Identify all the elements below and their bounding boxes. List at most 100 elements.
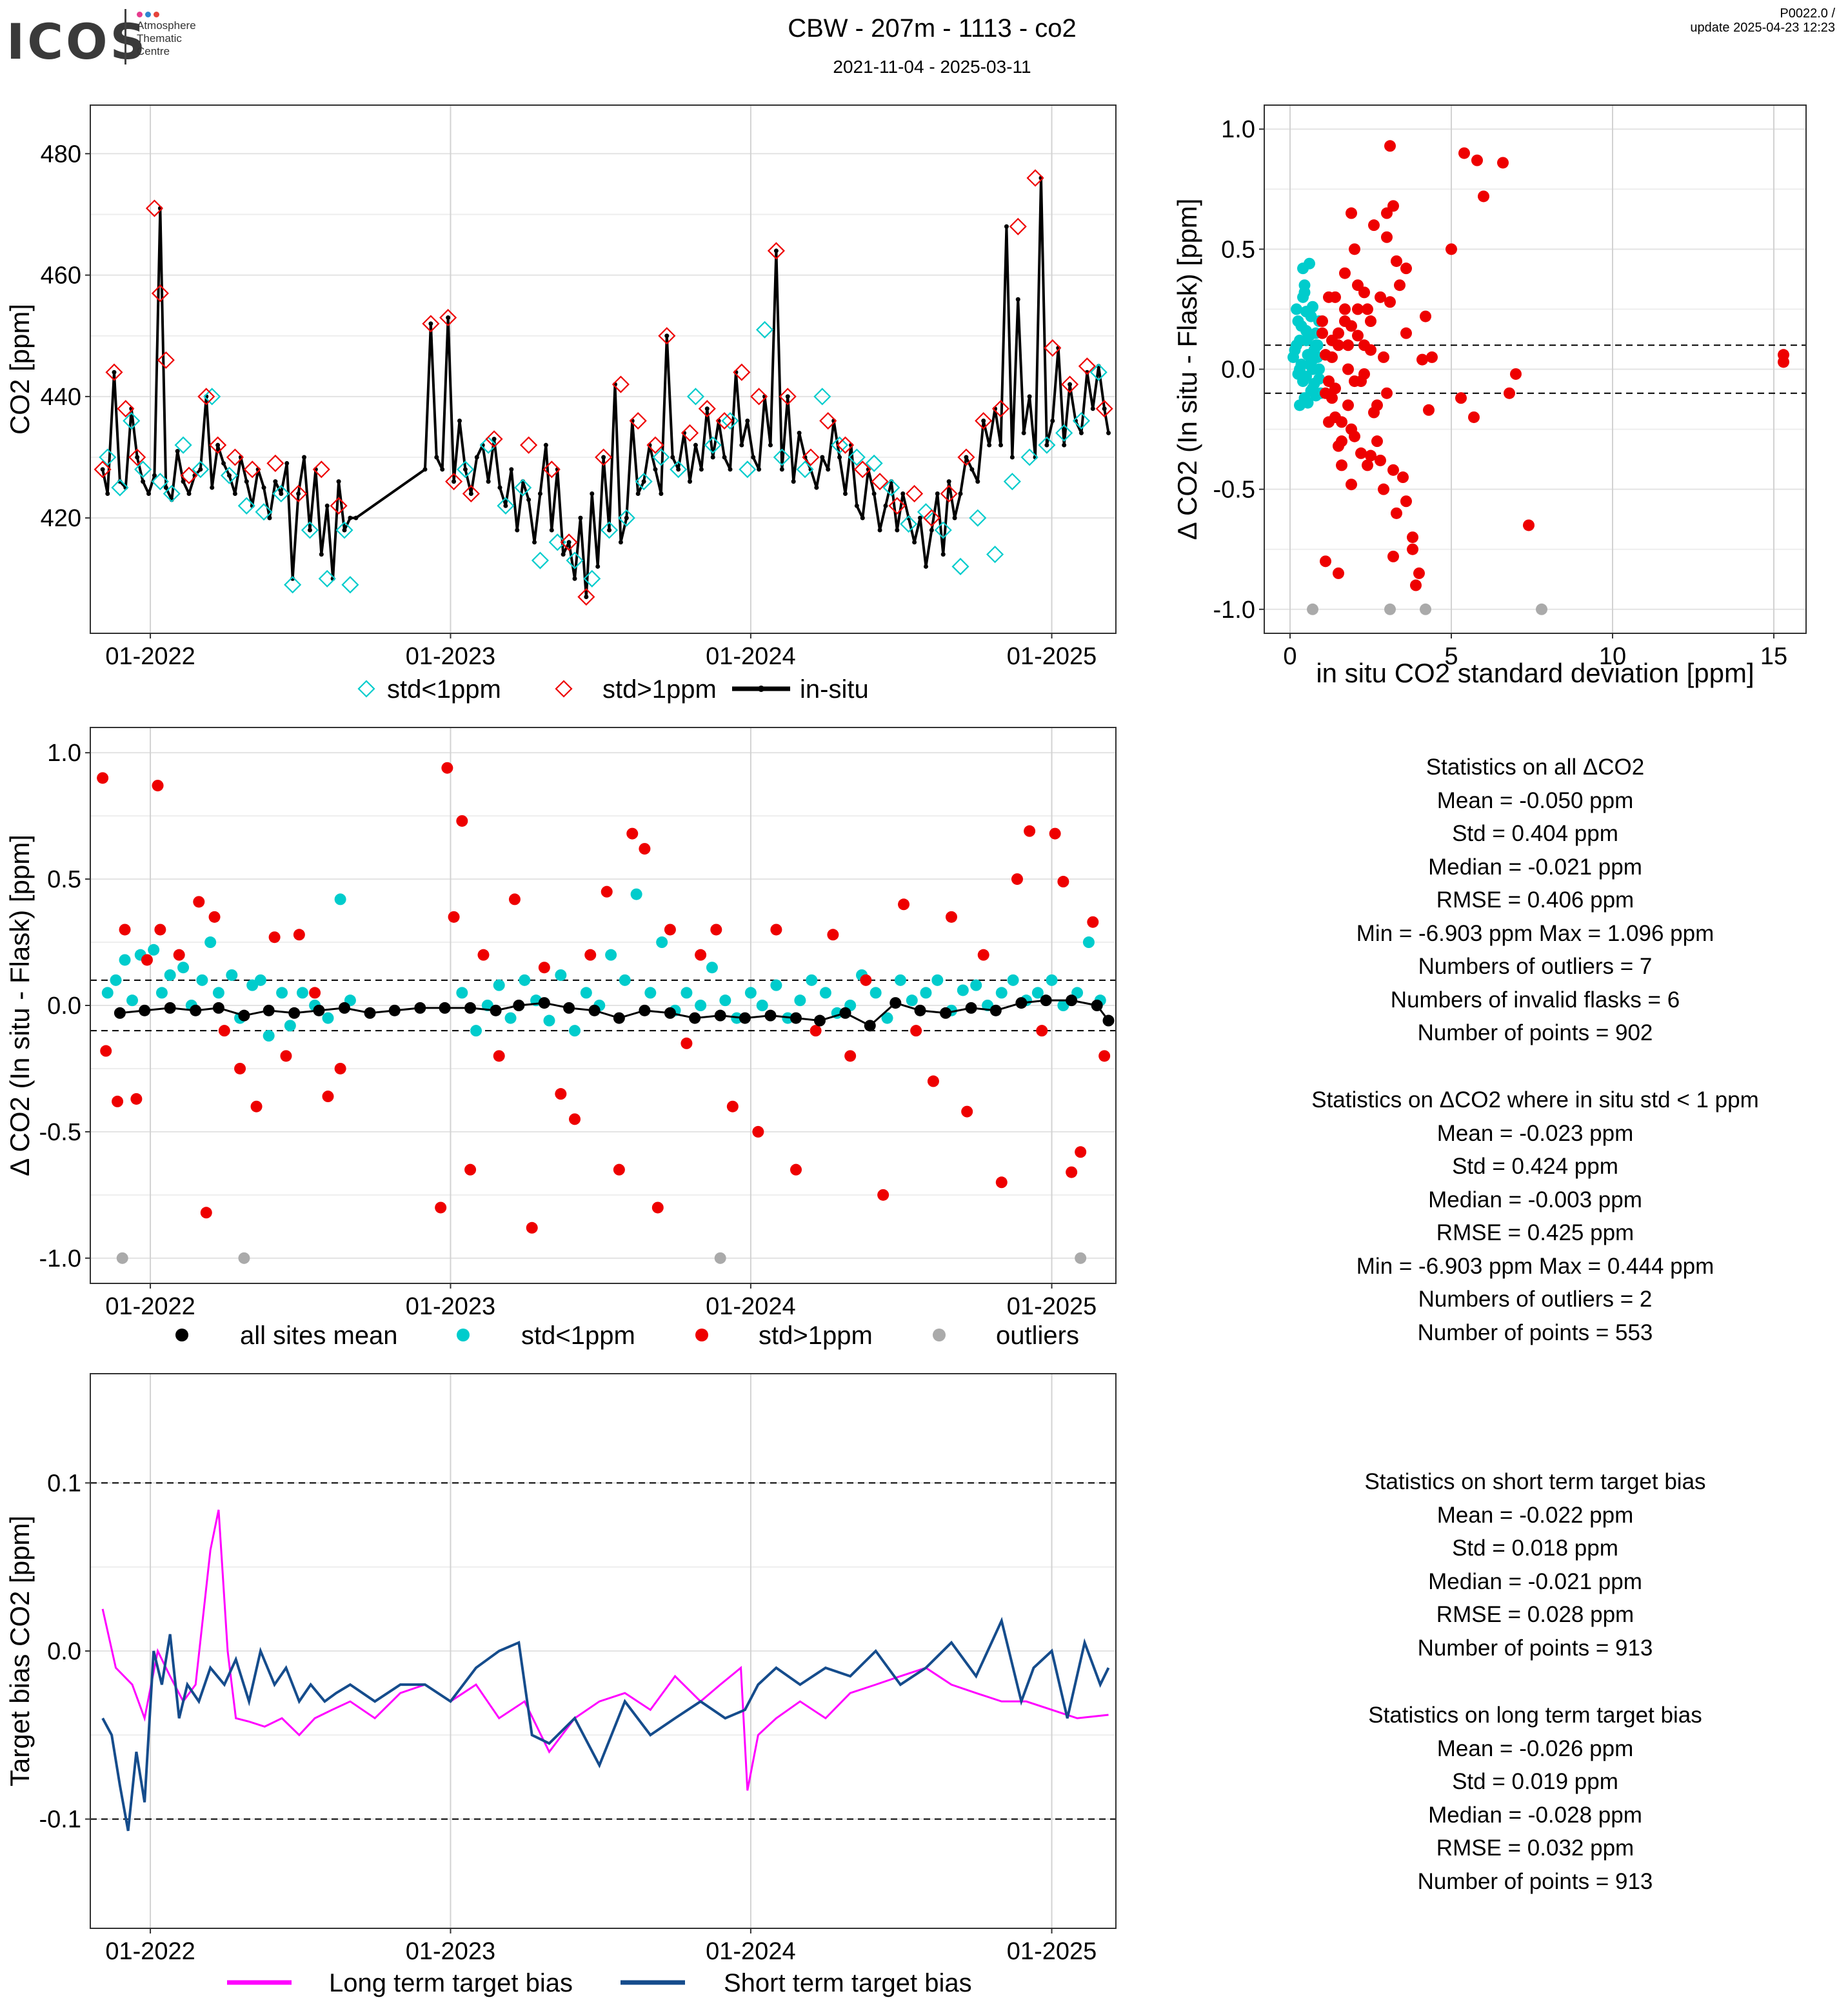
std-lt1-marker bbox=[1020, 448, 1038, 466]
std-lt1-marker bbox=[1003, 473, 1021, 491]
std-lt1-marker bbox=[255, 503, 273, 521]
std-gt1-point bbox=[250, 1100, 263, 1112]
std-gt1-point bbox=[441, 762, 453, 774]
std-gt1-point bbox=[152, 780, 164, 792]
insitu-point bbox=[462, 467, 468, 472]
std-gt1-point bbox=[1066, 1166, 1078, 1178]
insitu-point bbox=[895, 528, 900, 533]
std-lt1-point bbox=[970, 979, 982, 991]
insitu-point bbox=[446, 315, 451, 320]
mean-point bbox=[414, 1002, 426, 1014]
insitu-point bbox=[722, 455, 727, 460]
std-lt1-marker bbox=[865, 454, 883, 472]
std-gt1-point bbox=[927, 1075, 939, 1087]
insitu-point bbox=[497, 485, 502, 490]
std-lt1-point bbox=[148, 944, 160, 956]
outlier-point bbox=[238, 1252, 250, 1264]
x-tick-label: 01-2022 bbox=[105, 643, 195, 670]
insitu-point bbox=[515, 528, 520, 533]
std-lt1-marker bbox=[1038, 436, 1056, 454]
legend-label: in-situ bbox=[800, 675, 869, 704]
std-lt1-point bbox=[806, 974, 818, 986]
std-gt1-point bbox=[1523, 519, 1535, 531]
insitu-point bbox=[987, 442, 992, 448]
std-lt1-point bbox=[1300, 306, 1312, 318]
std-gt1-point bbox=[1381, 231, 1393, 243]
std-lt1-marker bbox=[969, 509, 987, 527]
std-gt1-point bbox=[1387, 200, 1399, 212]
long-term-bias-line bbox=[101, 1509, 1109, 1791]
insitu-point bbox=[779, 467, 784, 472]
std-lt1-marker bbox=[686, 388, 704, 406]
insitu-point bbox=[664, 333, 670, 339]
std-lt1-marker bbox=[220, 466, 239, 484]
std-lt1-marker bbox=[882, 479, 900, 497]
outlier-point bbox=[1536, 603, 1547, 615]
legend-label: all sites mean bbox=[240, 1321, 398, 1350]
mean-point bbox=[1015, 997, 1028, 1009]
std-lt1-marker bbox=[318, 569, 336, 588]
insitu-point bbox=[526, 497, 532, 502]
mean-point bbox=[689, 1012, 701, 1024]
std-gt1-point bbox=[435, 1201, 447, 1214]
stats-line: Std = 0.424 ppm bbox=[1452, 1154, 1618, 1179]
insitu-point bbox=[342, 528, 347, 533]
logo-sub-line: Thematic bbox=[137, 32, 182, 44]
insitu-point bbox=[900, 491, 906, 496]
std-gt1-point bbox=[1397, 471, 1409, 484]
std-gt1-point bbox=[1326, 392, 1338, 404]
insitu-point bbox=[751, 455, 756, 460]
insitu-point bbox=[998, 442, 1003, 448]
std-gt1-point bbox=[1368, 406, 1380, 419]
insitu-point bbox=[820, 455, 825, 460]
std-lt1-marker bbox=[514, 479, 532, 497]
mean-point bbox=[538, 997, 550, 1009]
x-tick-label: 01-2025 bbox=[1007, 1293, 1097, 1320]
mean-point bbox=[1066, 994, 1078, 1007]
std-lt1-point bbox=[1289, 344, 1301, 356]
insitu-point bbox=[509, 467, 514, 472]
std-gt1-point bbox=[1384, 296, 1396, 308]
std-lt1-point bbox=[226, 969, 238, 981]
y-tick-label: 0.1 bbox=[47, 1470, 81, 1497]
std-gt1-point bbox=[1410, 579, 1422, 591]
std-lt1-point bbox=[794, 994, 806, 1007]
stats-line: Number of points = 913 bbox=[1417, 1635, 1653, 1661]
insitu-point bbox=[474, 455, 479, 460]
std-gt1-point bbox=[695, 949, 707, 961]
mean-point bbox=[914, 1004, 926, 1016]
std-lt1-point bbox=[1307, 363, 1318, 375]
stats-line: Number of points = 913 bbox=[1417, 1868, 1653, 1894]
std-gt1-point bbox=[1333, 567, 1344, 579]
std-gt1-marker bbox=[853, 460, 871, 479]
insitu-point bbox=[768, 442, 773, 448]
std-gt1-marker bbox=[1095, 400, 1113, 418]
std-gt1-point bbox=[1394, 279, 1406, 292]
std-lt1-marker bbox=[831, 436, 849, 454]
insitu-point bbox=[232, 491, 237, 496]
insitu-point bbox=[837, 455, 842, 460]
version-label: P0022.0 / bbox=[1780, 6, 1835, 21]
std-lt1-point bbox=[126, 994, 139, 1007]
x-tick-label: 01-2024 bbox=[706, 1293, 795, 1320]
std-gt1-point bbox=[526, 1221, 538, 1234]
y-tick-label: 0.5 bbox=[1221, 236, 1255, 263]
std-lt1-marker bbox=[796, 460, 814, 479]
insitu-point bbox=[745, 419, 750, 424]
insitu-point bbox=[1004, 224, 1009, 229]
std-gt1-point bbox=[1057, 876, 1069, 888]
std-gt1-point bbox=[1087, 916, 1099, 928]
std-gt1-point bbox=[1478, 190, 1489, 203]
std-gt1-point bbox=[1365, 315, 1376, 328]
std-gt1-point bbox=[770, 924, 782, 936]
insitu-point bbox=[296, 491, 301, 496]
std-lt1-point bbox=[110, 974, 122, 986]
std-gt1-point bbox=[1504, 387, 1515, 399]
std-lt1-point bbox=[1313, 373, 1325, 385]
std-gt1-point bbox=[1316, 327, 1328, 339]
insitu-point bbox=[785, 394, 790, 399]
std-gt1-point bbox=[1349, 243, 1360, 255]
insitu-point bbox=[918, 515, 923, 520]
outlier-point bbox=[1307, 603, 1318, 615]
std-gt1-point bbox=[154, 924, 166, 936]
